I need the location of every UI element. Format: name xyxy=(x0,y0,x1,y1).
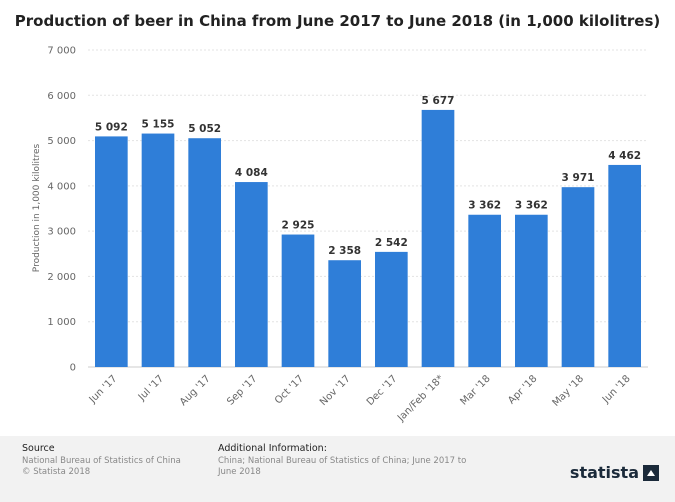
data-label: 3 362 xyxy=(515,200,548,212)
bar[interactable] xyxy=(608,164,641,367)
data-label: 5 052 xyxy=(188,123,221,135)
x-tick-label: May '18 xyxy=(551,373,587,409)
x-tick-label: Mar '18 xyxy=(458,373,492,407)
data-label: 2 542 xyxy=(375,237,408,249)
bars xyxy=(95,109,641,368)
x-axis-ticks: Jun '17 Jul '17 Aug '17 Sep '17 Oct '17 Nov '… xyxy=(87,373,633,424)
y-axis-ticks: 0 1 000 2 000 3 000 4 000 5 000 6 000 7 000 xyxy=(47,46,76,374)
data-label: 4 084 xyxy=(235,167,268,179)
data-label: 4 462 xyxy=(608,150,641,162)
data-label: 3 362 xyxy=(468,200,501,212)
source-line[interactable]: National Bureau of Statistics of China xyxy=(22,456,181,466)
copyright-line: © Statista 2018 xyxy=(22,467,91,477)
source-heading: Source xyxy=(22,443,55,454)
bar[interactable] xyxy=(561,187,595,367)
chart-title: Production of beer in China from June 20… xyxy=(14,12,661,30)
x-tick-label: Dec '17 xyxy=(365,373,400,408)
y-tick-label: 7 000 xyxy=(47,46,76,57)
gridlines xyxy=(88,49,648,368)
additional-info-heading: Additional Information: xyxy=(218,443,327,454)
y-tick-label: 4 000 xyxy=(47,181,76,192)
y-tick-label: 5 000 xyxy=(47,136,76,147)
footer xyxy=(0,436,675,502)
x-tick-label: Jun '17 xyxy=(87,373,120,406)
bar[interactable] xyxy=(421,109,455,368)
x-tick-label: Jan/Feb '18* xyxy=(395,373,446,424)
data-label: 5 677 xyxy=(422,95,455,107)
bar[interactable] xyxy=(281,234,315,367)
additional-info-text: China; National Bureau of Statistics of … xyxy=(218,456,467,477)
bar[interactable] xyxy=(468,214,501,367)
bar[interactable] xyxy=(95,136,128,367)
data-label: 5 155 xyxy=(142,119,175,131)
x-tick-label: Jul '17 xyxy=(136,373,166,403)
bar[interactable] xyxy=(328,260,361,367)
x-tick-label: Nov '17 xyxy=(318,373,353,408)
statista-flag-icon xyxy=(643,464,659,481)
y-tick-label: 0 xyxy=(70,363,76,374)
bar[interactable] xyxy=(188,138,221,367)
x-tick-label: Oct '17 xyxy=(273,373,306,406)
data-label: 2 925 xyxy=(282,220,315,232)
statista-logo[interactable]: statista xyxy=(570,463,659,482)
brand-name: statista xyxy=(569,463,639,482)
y-tick-label: 6 000 xyxy=(47,91,76,102)
x-tick-label: Aug '17 xyxy=(178,373,213,408)
bar[interactable] xyxy=(235,182,268,367)
y-tick-label: 1 000 xyxy=(47,317,76,328)
value-labels: 5 092 5 155 5 052 4 084 2 925 2 358 2 542 5 677… xyxy=(95,95,641,257)
x-tick-label: Apr '18 xyxy=(506,373,539,406)
data-label: 3 971 xyxy=(562,172,595,184)
data-label: 5 092 xyxy=(95,121,128,133)
y-tick-label: 2 000 xyxy=(47,272,76,283)
bar[interactable] xyxy=(375,251,408,367)
bar[interactable] xyxy=(515,214,548,367)
bar[interactable] xyxy=(141,133,175,367)
data-label: 2 358 xyxy=(328,245,361,257)
x-tick-label: Jun '18 xyxy=(600,373,633,406)
y-axis-label: Production in 1,000 kilolitres xyxy=(32,143,42,272)
bar-chart: 0 1 000 2 000 3 000 4 000 5 000 6 000 7 000 5 0… xyxy=(32,46,648,424)
y-tick-label: 3 000 xyxy=(47,227,76,238)
x-tick-label: Sep '17 xyxy=(225,373,259,407)
